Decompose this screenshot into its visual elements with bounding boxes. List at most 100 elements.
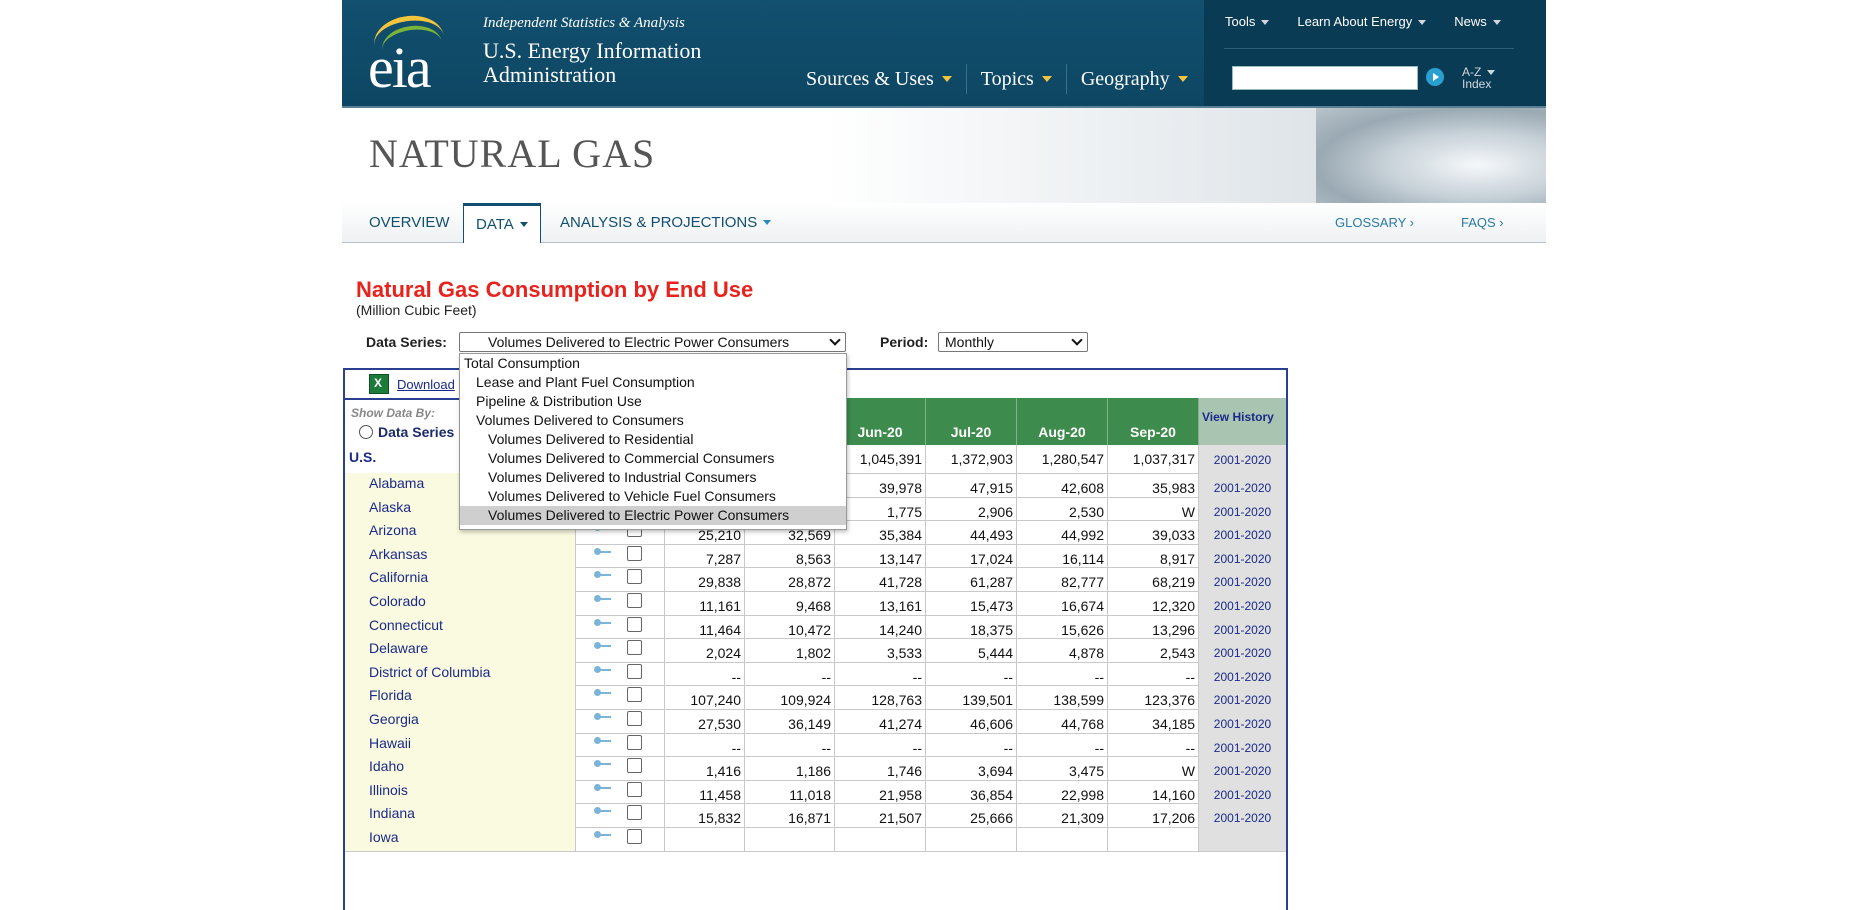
key-icon[interactable]: [594, 665, 612, 674]
dropdown-option[interactable]: Volumes Delivered to Consumers: [476, 412, 684, 428]
key-icon[interactable]: [594, 595, 612, 603]
util-news[interactable]: News: [1454, 14, 1501, 29]
glossary-link[interactable]: GLOSSARY ›: [1335, 215, 1414, 230]
row-checkbox[interactable]: [627, 734, 642, 750]
table-row: Illinois 11,458 11,018 21,958 36,854 22,998 14…: [345, 779, 1286, 805]
history-link[interactable]: 2001-2020: [1199, 473, 1286, 497]
row-checkbox[interactable]: [627, 687, 642, 703]
state-name[interactable]: Illinois: [345, 779, 576, 804]
nav-sources-uses[interactable]: Sources & Uses: [792, 64, 967, 94]
history-link[interactable]: 2001-2020: [1199, 614, 1286, 639]
row-checkbox[interactable]: [627, 545, 642, 561]
history-link[interactable]: 2001-2020: [1199, 445, 1286, 473]
excel-icon[interactable]: [369, 374, 389, 394]
state-name[interactable]: Georgia: [345, 709, 576, 733]
row-checkbox[interactable]: [627, 758, 642, 774]
row-checkbox[interactable]: [627, 781, 642, 797]
history-link[interactable]: 2001-2020: [1199, 732, 1286, 757]
key-icon[interactable]: [594, 713, 612, 721]
tab-overview[interactable]: OVERVIEW: [369, 214, 450, 231]
history-link[interactable]: 2001-2020: [1199, 779, 1286, 804]
row-checkbox[interactable]: [627, 711, 642, 726]
state-name[interactable]: California: [345, 567, 576, 591]
dropdown-option[interactable]: Volumes Delivered to Vehicle Fuel Consum…: [488, 488, 776, 504]
period-select[interactable]: Monthly: [938, 332, 1088, 352]
key-icon[interactable]: [594, 783, 612, 792]
cell-value: 68,219: [1108, 567, 1199, 591]
data-series-select[interactable]: Volumes Delivered to Electric Power Cons…: [459, 332, 846, 352]
dropdown-option[interactable]: Volumes Delivered to Industrial Consumer…: [488, 469, 757, 485]
state-name[interactable]: District of Columbia: [345, 661, 576, 686]
history-link[interactable]: 2001-2020: [1199, 638, 1286, 662]
dropdown-option[interactable]: Lease and Plant Fuel Consumption: [476, 374, 695, 390]
cell-value: 123,376: [1108, 685, 1199, 709]
tab-data[interactable]: DATA: [463, 203, 541, 243]
state-name[interactable]: Indiana: [345, 803, 576, 827]
row-checkbox[interactable]: [627, 663, 642, 679]
state-name[interactable]: Iowa: [345, 827, 576, 851]
tab-analysis-projections[interactable]: ANALYSIS & PROJECTIONS: [560, 203, 772, 242]
row-checkbox[interactable]: [627, 593, 642, 608]
cell-value: --: [835, 661, 926, 686]
cell-value: 14,160: [1108, 779, 1199, 804]
download-link[interactable]: Download: [397, 377, 455, 392]
history-link[interactable]: 2001-2020: [1199, 496, 1286, 521]
util-tools[interactable]: Tools: [1225, 14, 1270, 29]
state-label: Idaho: [369, 758, 405, 775]
key-icon[interactable]: [594, 618, 612, 627]
key-icon[interactable]: [594, 571, 612, 579]
nav-topics[interactable]: Topics: [967, 64, 1067, 94]
cell-value: 139,501: [926, 685, 1017, 709]
key-icon[interactable]: [594, 689, 612, 697]
state-name[interactable]: Colorado: [345, 591, 576, 615]
row-checkbox[interactable]: [627, 569, 642, 585]
search-input[interactable]: [1232, 66, 1418, 90]
org-name[interactable]: U.S. Energy Information Administration: [483, 39, 701, 87]
cell-value: 17,206: [1108, 803, 1199, 827]
history-link[interactable]: 2001-2020: [1199, 567, 1286, 591]
row-checkbox[interactable]: [627, 805, 642, 821]
faqs-link[interactable]: FAQS ›: [1461, 215, 1504, 230]
key-icon[interactable]: [594, 831, 612, 839]
state-name[interactable]: Idaho: [345, 756, 576, 780]
key-icon[interactable]: [594, 760, 612, 768]
dropdown-option[interactable]: Volumes Delivered to Commercial Consumer…: [488, 450, 775, 466]
history-link[interactable]: 2001-2020: [1199, 685, 1286, 709]
nav-geography[interactable]: Geography: [1067, 64, 1202, 94]
row-checkbox[interactable]: [627, 640, 642, 656]
search-go-icon[interactable]: [1426, 68, 1444, 86]
history-link[interactable]: 2001-2020: [1199, 803, 1286, 827]
state-name[interactable]: Arkansas: [345, 543, 576, 568]
state-name[interactable]: Connecticut: [345, 614, 576, 639]
dropdown-option[interactable]: Pipeline & Distribution Use: [476, 393, 642, 409]
row-checkbox[interactable]: [627, 616, 642, 632]
history-link[interactable]: 2001-2020: [1199, 709, 1286, 733]
key-icon[interactable]: [594, 547, 612, 556]
row-tools: [575, 685, 665, 709]
history-link[interactable]: 2001-2020: [1199, 661, 1286, 686]
row-name[interactable]: U.S.: [349, 449, 377, 465]
dropdown-option[interactable]: Total Consumption: [464, 355, 580, 371]
row-checkbox[interactable]: [627, 829, 642, 844]
history-link[interactable]: 2001-2020: [1199, 520, 1286, 544]
history-link[interactable]: 2001-2020: [1199, 591, 1286, 615]
dropdown-option[interactable]: Volumes Delivered to Residential: [488, 431, 694, 447]
data-series-radio[interactable]: [359, 425, 373, 439]
history-link[interactable]: 2001-2020: [1199, 543, 1286, 568]
key-icon[interactable]: [594, 642, 612, 650]
az-index-link[interactable]: A-Z Index: [1462, 66, 1496, 90]
history-link[interactable]: 2001-2020: [1199, 756, 1286, 780]
table-row: Georgia 27,530 36,149 41,274 46,606 44,768 34,…: [345, 709, 1286, 734]
dropdown-option[interactable]: Volumes Delivered to Electric Power Cons…: [460, 506, 846, 525]
state-name[interactable]: Florida: [345, 685, 576, 709]
cell-value: 35,983: [1108, 473, 1199, 497]
state-name[interactable]: Hawaii: [345, 732, 576, 757]
key-icon[interactable]: [594, 736, 612, 745]
history-link[interactable]: [1199, 827, 1286, 851]
eia-logo[interactable]: eia: [362, 11, 462, 100]
cell-value: 3,533: [835, 638, 926, 662]
util-learn-about-energy[interactable]: Learn About Energy: [1297, 14, 1427, 29]
state-label: Colorado: [369, 593, 426, 609]
key-icon[interactable]: [594, 807, 612, 815]
state-name[interactable]: Delaware: [345, 638, 576, 662]
